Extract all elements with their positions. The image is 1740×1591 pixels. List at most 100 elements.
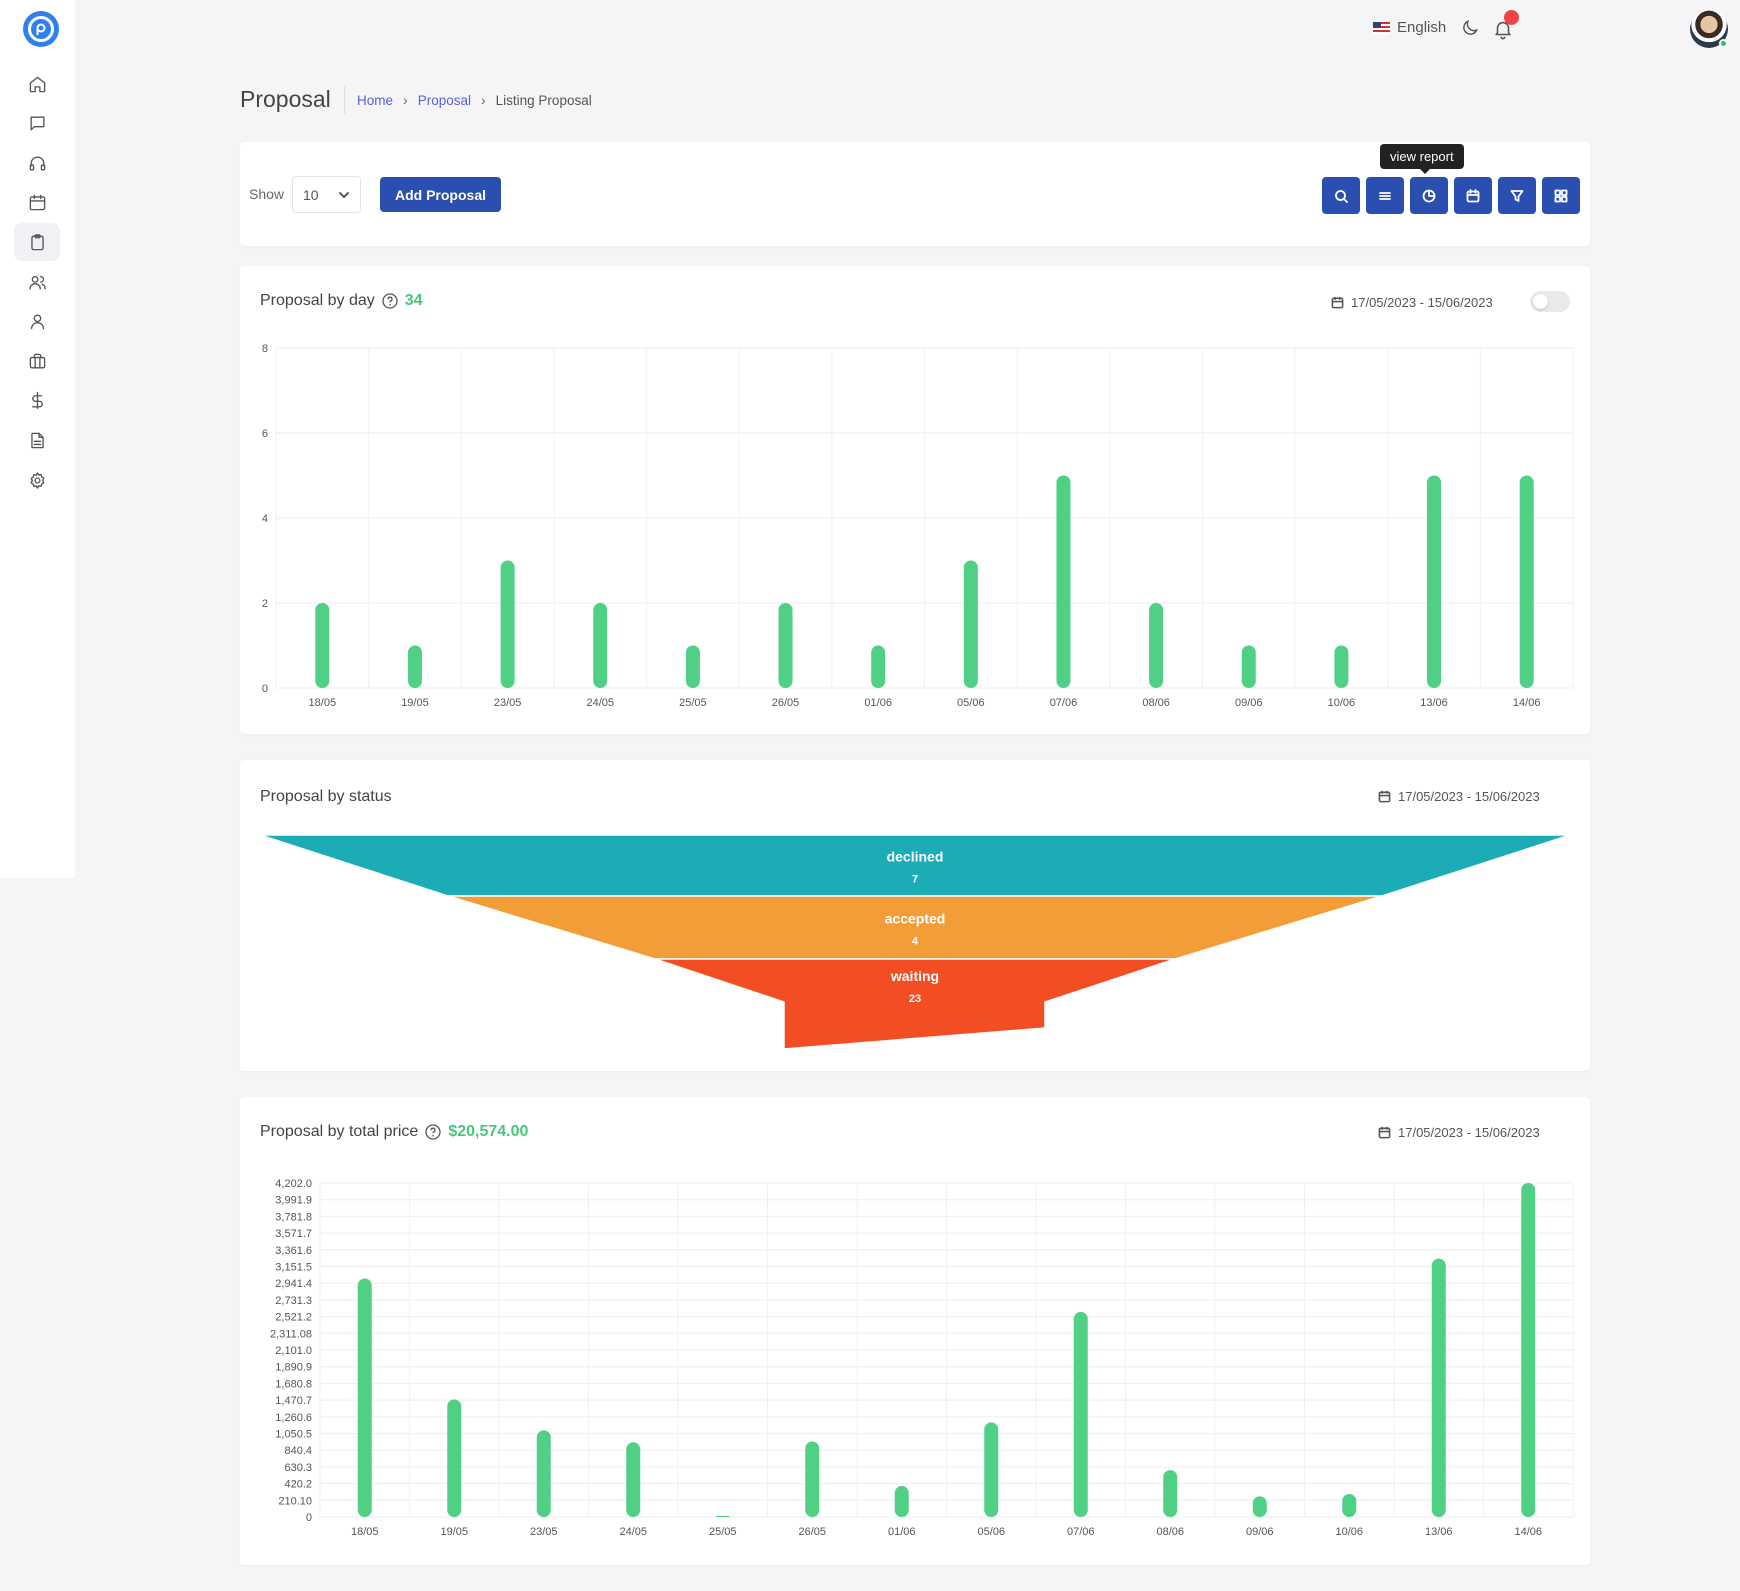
price-y-tick: 420.2: [284, 1479, 312, 1491]
day-bar[interactable]: [407, 645, 422, 689]
price-y-tick: 2,731.3: [275, 1295, 312, 1307]
price-x-tick: 09/06: [1246, 1526, 1274, 1538]
day-chart-total: 34: [404, 292, 423, 309]
breadcrumb-home[interactable]: Home: [357, 92, 394, 108]
bell-icon[interactable]: [1492, 18, 1514, 40]
sidebar-item-settings[interactable]: [14, 461, 60, 499]
breadcrumb-current: Listing Proposal: [495, 92, 592, 108]
funnel-segment-declined[interactable]: [259, 834, 1571, 897]
price-y-tick: 210.10: [278, 1495, 312, 1507]
proposal-by-price-card: Proposal by total price $20,574.00 17/05…: [240, 1097, 1590, 1565]
day-date-range[interactable]: 17/05/2023 - 15/06/2023: [1331, 295, 1493, 310]
add-proposal-button[interactable]: Add Proposal: [380, 177, 501, 212]
page-size-select[interactable]: 10: [292, 176, 361, 213]
funnel-segment-waiting[interactable]: [654, 958, 1176, 1050]
price-bar[interactable]: [1073, 1311, 1088, 1517]
price-bar[interactable]: [536, 1430, 551, 1517]
pie-chart-icon: [1422, 189, 1436, 202]
price-x-tick: 01/06: [888, 1526, 916, 1538]
day-x-tick: 18/05: [309, 697, 337, 709]
price-bar[interactable]: [1431, 1258, 1446, 1517]
price-bar[interactable]: [805, 1441, 820, 1517]
price-bar[interactable]: [1163, 1470, 1178, 1517]
status-date-range[interactable]: 17/05/2023 - 15/06/2023: [1378, 789, 1540, 804]
day-y-tick: 0: [262, 683, 268, 695]
day-bar[interactable]: [1056, 475, 1071, 689]
price-bar[interactable]: [1342, 1493, 1357, 1517]
price-y-tick: 3,781.8: [275, 1211, 312, 1223]
status-chart-title: Proposal by status: [260, 788, 392, 805]
title-divider: [344, 86, 345, 114]
price-chart-title: Proposal by total price: [260, 1123, 419, 1140]
day-bar[interactable]: [500, 560, 515, 689]
breadcrumb-proposal[interactable]: Proposal: [417, 92, 471, 108]
sidebar-item-calendar[interactable]: [14, 184, 60, 222]
chevron-right-icon: ›: [403, 92, 408, 108]
day-bar[interactable]: [685, 645, 700, 689]
price-bar[interactable]: [1252, 1496, 1267, 1517]
settings-icon: [30, 471, 44, 489]
price-y-tick: 3,571.7: [275, 1228, 312, 1240]
day-chart-toggle[interactable]: [1530, 291, 1570, 312]
sidebar-item-file[interactable]: [14, 421, 60, 459]
price-x-tick: 26/05: [798, 1526, 826, 1538]
day-bar[interactable]: [593, 603, 608, 688]
sidebar-item-chat[interactable]: [14, 105, 60, 143]
day-bar[interactable]: [1519, 475, 1534, 689]
day-x-tick: 19/05: [401, 697, 429, 709]
moon-icon[interactable]: [1460, 18, 1480, 38]
day-bar[interactable]: [1149, 603, 1164, 688]
search-icon: [1335, 189, 1348, 203]
sidebar-item-user[interactable]: [14, 303, 60, 341]
sidebar-item-home[interactable]: [14, 65, 60, 103]
sidebar-item-briefcase[interactable]: [14, 342, 60, 380]
sidebar-item-clipboard[interactable]: [14, 223, 60, 262]
sidebar-item-dollar[interactable]: [14, 382, 60, 420]
price-date-range[interactable]: 17/05/2023 - 15/06/2023: [1378, 1125, 1540, 1140]
price-bar[interactable]: [447, 1399, 462, 1517]
day-bar[interactable]: [315, 603, 330, 688]
day-bar[interactable]: [1427, 475, 1442, 689]
price-y-tick: 1,050.5: [275, 1429, 312, 1441]
sidebar-item-users[interactable]: [14, 263, 60, 301]
price-x-tick: 24/05: [619, 1526, 647, 1538]
price-bar[interactable]: [894, 1486, 909, 1517]
price-bar[interactable]: [1521, 1183, 1536, 1517]
pie-chart-button[interactable]: [1410, 177, 1448, 214]
search-button[interactable]: [1322, 177, 1360, 214]
day-bar[interactable]: [963, 560, 978, 689]
sidebar-item-headphones[interactable]: [14, 144, 60, 182]
view-report-tooltip: view report: [1380, 144, 1464, 174]
price-x-tick: 13/06: [1425, 1526, 1453, 1538]
home-icon: [29, 76, 45, 92]
price-date-range-text: 17/05/2023 - 15/06/2023: [1398, 1125, 1540, 1140]
calendar-button[interactable]: [1454, 177, 1492, 214]
app-logo[interactable]: [23, 11, 59, 47]
page-size-value: 10: [303, 186, 319, 203]
clipboard-icon: [30, 234, 44, 251]
list-button[interactable]: [1366, 177, 1404, 214]
price-x-tick: 08/06: [1156, 1526, 1184, 1538]
language-selector[interactable]: English: [1373, 19, 1446, 36]
filter-button[interactable]: [1498, 177, 1536, 214]
proposal-by-day-card: Proposal by day 34 17/05/2023 - 15/06/20…: [240, 266, 1590, 734]
users-icon: [28, 275, 46, 290]
day-x-tick: 05/06: [957, 697, 985, 709]
help-icon[interactable]: [382, 293, 398, 309]
day-bar[interactable]: [778, 603, 793, 688]
day-y-tick: 4: [262, 513, 268, 525]
price-bar[interactable]: [626, 1442, 641, 1517]
day-bar[interactable]: [871, 645, 886, 689]
filter-icon: [1510, 189, 1524, 202]
day-bar[interactable]: [1241, 645, 1256, 689]
day-bar-chart: 0 2 4 6 8 18/05 19/05 23/05 24/05 25/05 26/05 01/06…: [262, 343, 1574, 709]
day-x-tick: 01/06: [864, 697, 892, 709]
price-bar[interactable]: [357, 1278, 372, 1517]
grid-button[interactable]: [1542, 177, 1580, 214]
day-bar[interactable]: [1334, 645, 1349, 689]
price-bar-chart: 0 210.10 420.2 630.3 840.4 1,050.5 1,260.6 1,47…: [270, 1178, 1574, 1538]
funnel-segment-accepted[interactable]: [447, 895, 1383, 960]
help-icon[interactable]: [425, 1124, 441, 1140]
price-bar[interactable]: [715, 1516, 730, 1517]
price-bar[interactable]: [984, 1422, 999, 1517]
